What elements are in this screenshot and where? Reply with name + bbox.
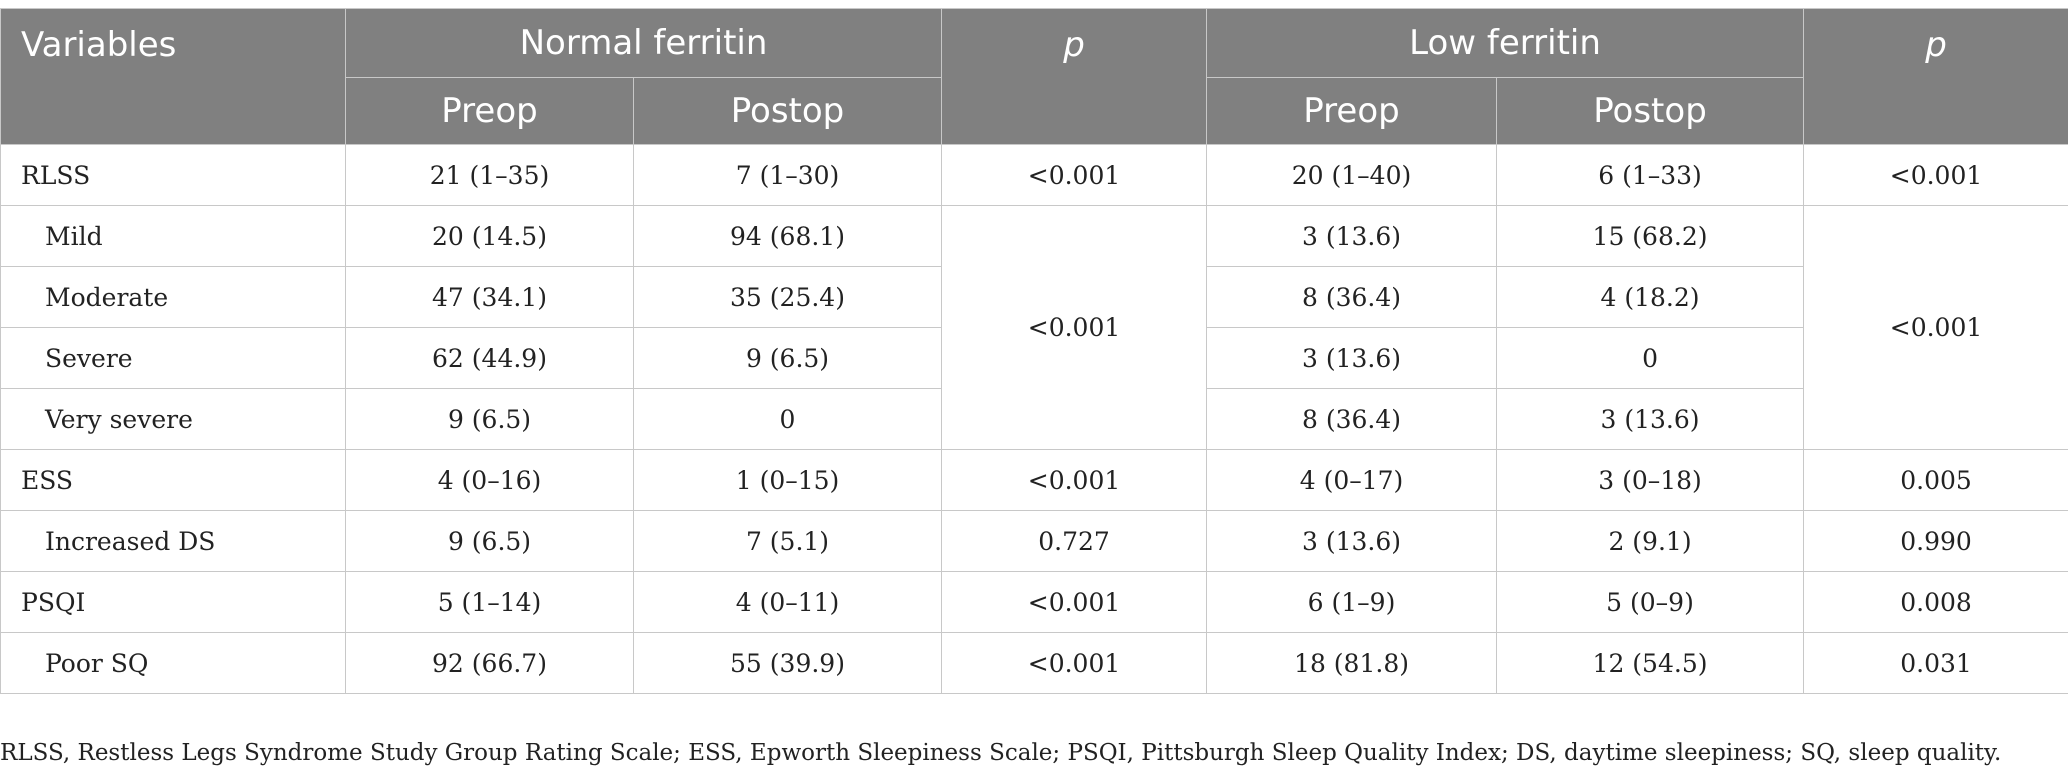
cell-normal-p: <0.001 xyxy=(941,144,1208,206)
cell-normal-postop: 94 (68.1) xyxy=(632,205,943,267)
row-label: Moderate xyxy=(0,266,346,328)
cell-normal-preop: 5 (1–14) xyxy=(345,571,634,633)
header-p-low: p xyxy=(1803,8,2068,145)
cell-normal-postop: 9 (6.5) xyxy=(632,327,943,389)
cell-normal-postop: 35 (25.4) xyxy=(632,266,943,328)
cell-normal-postop: 7 (5.1) xyxy=(632,510,943,572)
cell-low-postop: 4 (18.2) xyxy=(1496,266,1805,328)
cell-normal-postop: 7 (1–30) xyxy=(632,144,943,206)
cell-low-p: 0.990 xyxy=(1803,510,2068,572)
cell-normal-p: <0.001 xyxy=(941,632,1208,694)
cell-low-p: 0.005 xyxy=(1803,449,2068,511)
header-variables: Variables xyxy=(0,8,346,145)
row-label: ESS xyxy=(0,449,346,511)
cell-low-postop: 5 (0–9) xyxy=(1496,571,1805,633)
cell-normal-preop: 20 (14.5) xyxy=(345,205,634,267)
header-low-ferritin: Low ferritin xyxy=(1206,8,1805,78)
cell-low-postop: 3 (0–18) xyxy=(1496,449,1805,511)
header-normal-ferritin: Normal ferritin xyxy=(344,8,943,78)
table-row: RLSS 21 (1–35) 7 (1–30) <0.001 20 (1–40)… xyxy=(0,144,2068,206)
table-body: RLSS 21 (1–35) 7 (1–30) <0.001 20 (1–40)… xyxy=(0,144,2068,694)
header-low-preop: Preop xyxy=(1206,77,1498,145)
cell-low-postop: 0 xyxy=(1496,327,1805,389)
cell-normal-preop: 92 (66.7) xyxy=(345,632,634,694)
cell-normal-preop: 47 (34.1) xyxy=(345,266,634,328)
row-label: PSQI xyxy=(0,571,346,633)
table-row: PSQI 5 (1–14) 4 (0–11) <0.001 6 (1–9) 5 … xyxy=(0,571,2068,633)
cell-normal-p: 0.727 xyxy=(941,510,1208,572)
cell-normal-p-merged: <0.001 xyxy=(941,205,1208,450)
cell-normal-preop: 62 (44.9) xyxy=(345,327,634,389)
cell-normal-preop: 9 (6.5) xyxy=(345,510,634,572)
table-row: Increased DS 9 (6.5) 7 (5.1) 0.727 3 (13… xyxy=(0,510,2068,572)
cell-low-preop: 8 (36.4) xyxy=(1206,388,1498,450)
cell-normal-p: <0.001 xyxy=(941,449,1208,511)
cell-normal-postop: 1 (0–15) xyxy=(632,449,943,511)
table-row: Severe 62 (44.9) 9 (6.5) 3 (13.6) 0 xyxy=(0,327,2068,389)
cell-low-preop: 8 (36.4) xyxy=(1206,266,1498,328)
table-row: ESS 4 (0–16) 1 (0–15) <0.001 4 (0–17) 3 … xyxy=(0,449,2068,511)
table-row: Mild 20 (14.5) 94 (68.1) <0.001 3 (13.6)… xyxy=(0,205,2068,450)
cell-normal-postop: 4 (0–11) xyxy=(632,571,943,633)
cell-low-preop: 3 (13.6) xyxy=(1206,327,1498,389)
cell-normal-preop: 9 (6.5) xyxy=(345,388,634,450)
cell-low-preop: 6 (1–9) xyxy=(1206,571,1498,633)
cell-normal-postop: 55 (39.9) xyxy=(632,632,943,694)
cell-normal-preop: 21 (1–35) xyxy=(345,144,634,206)
table-header: Variables Normal ferritin p Low ferritin… xyxy=(0,8,2068,145)
cell-low-p: 0.031 xyxy=(1803,632,2068,694)
table-row: Poor SQ 92 (66.7) 55 (39.9) <0.001 18 (8… xyxy=(0,632,2068,694)
row-label: RLSS xyxy=(0,144,346,206)
results-table-container: Variables Normal ferritin p Low ferritin… xyxy=(0,8,2068,694)
table-row: Very severe 9 (6.5) 0 8 (36.4) 3 (13.6) xyxy=(0,388,2068,450)
header-normal-preop: Preop xyxy=(345,77,634,145)
row-label: Severe xyxy=(0,327,346,389)
cell-low-preop: 18 (81.8) xyxy=(1206,632,1498,694)
row-label: Increased DS xyxy=(0,510,346,572)
cell-normal-p: <0.001 xyxy=(941,571,1208,633)
cell-normal-postop: 0 xyxy=(632,388,943,450)
header-normal-postop: Postop xyxy=(632,77,943,145)
header-low-postop: Postop xyxy=(1496,77,1805,145)
row-label: Mild xyxy=(0,205,346,267)
row-label: Very severe xyxy=(0,388,346,450)
table-footnote: RLSS, Restless Legs Syndrome Study Group… xyxy=(0,740,2002,766)
cell-low-preop: 3 (13.6) xyxy=(1206,205,1498,267)
cell-low-preop: 4 (0–17) xyxy=(1206,449,1498,511)
cell-low-postop: 6 (1–33) xyxy=(1496,144,1805,206)
header-p-normal: p xyxy=(941,8,1208,145)
cell-low-p: 0.008 xyxy=(1803,571,2068,633)
results-table: Variables Normal ferritin p Low ferritin… xyxy=(0,8,2068,694)
cell-low-postop: 15 (68.2) xyxy=(1496,205,1805,267)
cell-low-postop: 2 (9.1) xyxy=(1496,510,1805,572)
cell-normal-preop: 4 (0–16) xyxy=(345,449,634,511)
cell-low-preop: 3 (13.6) xyxy=(1206,510,1498,572)
cell-low-postop: 12 (54.5) xyxy=(1496,632,1805,694)
cell-low-p-merged: <0.001 xyxy=(1803,205,2068,450)
row-label: Poor SQ xyxy=(0,632,346,694)
cell-low-postop: 3 (13.6) xyxy=(1496,388,1805,450)
cell-low-preop: 20 (1–40) xyxy=(1206,144,1498,206)
cell-low-p: <0.001 xyxy=(1803,144,2068,206)
